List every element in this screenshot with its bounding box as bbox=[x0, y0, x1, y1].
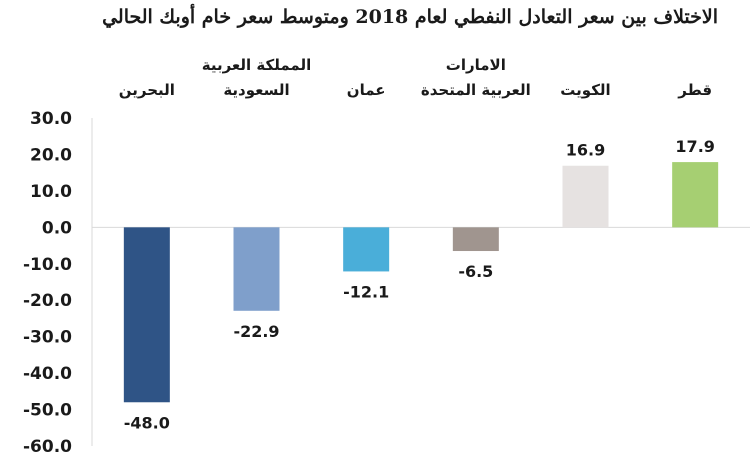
bars bbox=[123, 162, 719, 403]
category-label: الكويت bbox=[560, 81, 610, 99]
data-labels: -48.0 -22.9 -12.1 -6.5 16.9 17.9 bbox=[124, 137, 715, 432]
category-label: الامارات العربية المتحدة bbox=[421, 56, 531, 99]
category-label: المملكة العربية السعودية bbox=[202, 56, 311, 99]
y-tick-label: -60.0 bbox=[23, 437, 72, 457]
data-label: -22.9 bbox=[233, 322, 279, 341]
bar bbox=[233, 227, 280, 311]
bar bbox=[123, 227, 170, 403]
y-axis: 30.0 20.0 10.0 0.0 -10.0 -20.0 -30.0 -40.0 -50.0… bbox=[23, 109, 750, 457]
bar bbox=[343, 227, 390, 272]
data-label: -12.1 bbox=[343, 282, 389, 301]
y-tick-label: -20.0 bbox=[23, 291, 72, 311]
y-tick-label: 10.0 bbox=[30, 182, 72, 202]
data-label: -6.5 bbox=[458, 262, 493, 281]
category-labels: البحرين المملكة العربية السعودية عمان الامار… bbox=[119, 56, 712, 99]
y-tick-label: -40.0 bbox=[23, 364, 72, 384]
category-label: قطر bbox=[677, 81, 712, 99]
bar bbox=[562, 165, 609, 228]
y-tick-label: 0.0 bbox=[42, 218, 72, 238]
chart-title: الاختلاف بين سعر التعادل النفطي لعام 201… bbox=[102, 6, 718, 28]
y-tick-label: -50.0 bbox=[23, 401, 72, 421]
y-tick-label: -30.0 bbox=[23, 328, 72, 348]
bar bbox=[672, 162, 719, 228]
bar bbox=[452, 227, 499, 252]
data-label: 17.9 bbox=[675, 137, 714, 156]
category-label: البحرين bbox=[119, 81, 175, 99]
category-label: عمان bbox=[347, 81, 386, 99]
data-label: 16.9 bbox=[566, 141, 605, 160]
y-tick-label: -10.0 bbox=[23, 255, 72, 275]
y-tick-label: 30.0 bbox=[30, 109, 72, 129]
y-tick-label: 20.0 bbox=[30, 145, 72, 165]
data-label: -48.0 bbox=[124, 413, 170, 432]
